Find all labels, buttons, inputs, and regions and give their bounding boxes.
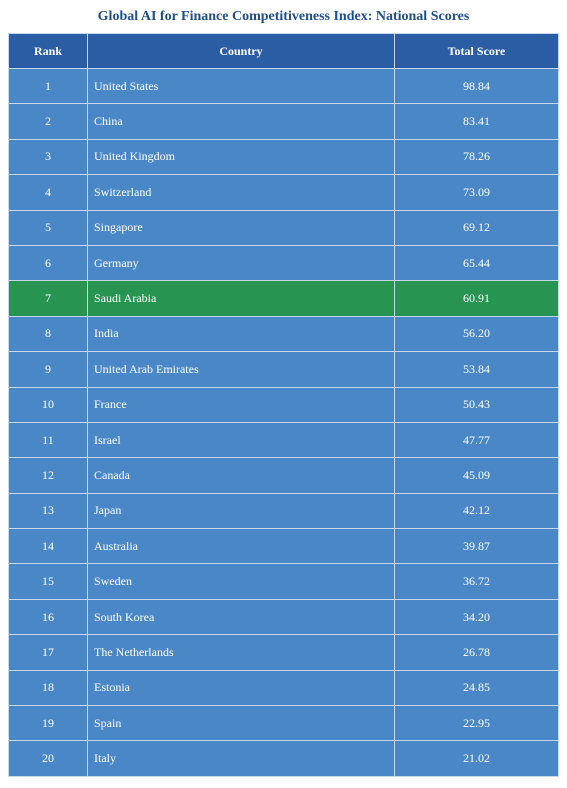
country-cell: Singapore (87, 209, 395, 246)
score-cell: 65.44 (394, 244, 559, 282)
score-cell: 60.91 (394, 280, 559, 317)
rank-cell: 3 (8, 138, 88, 176)
table-row: 1 United States 98.84 (8, 67, 559, 105)
country-cell: Germany (87, 244, 395, 282)
rank-cell: 11 (8, 421, 88, 459)
score-cell: 36.72 (394, 563, 559, 600)
country-cell: Canada (87, 457, 395, 494)
country-cell: Sweden (87, 563, 395, 600)
rank-cell: 20 (8, 740, 88, 777)
table-row: 17 The Netherlands 26.78 (8, 634, 559, 671)
score-cell: 22.95 (394, 705, 559, 742)
country-cell: Japan (87, 492, 395, 530)
rank-cell: 10 (8, 386, 88, 423)
score-cell: 39.87 (394, 528, 559, 565)
rank-cell: 8 (8, 315, 88, 353)
rank-cell: 12 (8, 457, 88, 494)
table-row: 14 Australia 39.87 (8, 528, 559, 565)
rank-cell: 15 (8, 563, 88, 600)
scores-table: Rank Country Total Score 1 United States 9… (8, 33, 559, 777)
table-row: 5 Singapore 69.12 (8, 209, 559, 246)
country-cell: Switzerland (87, 174, 395, 211)
score-cell: 47.77 (394, 421, 559, 459)
table-row: 4 Switzerland 73.09 (8, 174, 559, 211)
rank-cell: 14 (8, 528, 88, 565)
score-cell: 98.84 (394, 67, 559, 105)
country-cell: France (87, 386, 395, 423)
table-row: 20 Italy 21.02 (8, 740, 559, 777)
table-row: 12 Canada 45.09 (8, 457, 559, 494)
score-header: Total Score (394, 33, 559, 69)
table-row: 9 United Arab Emirates 53.84 (8, 351, 559, 388)
score-cell: 21.02 (394, 740, 559, 777)
table-row: 10 France 50.43 (8, 386, 559, 423)
country-cell: Israel (87, 421, 395, 459)
table-body: 1 United States 98.84 2 China 83.41 3 United Ki… (8, 67, 559, 777)
score-cell: 34.20 (394, 598, 559, 636)
country-cell: South Korea (87, 598, 395, 636)
country-cell: United Arab Emirates (87, 351, 395, 388)
table-row: 3 United Kingdom 78.26 (8, 138, 559, 176)
score-cell: 42.12 (394, 492, 559, 530)
rank-cell: 13 (8, 492, 88, 530)
rank-cell: 6 (8, 244, 88, 282)
score-cell: 24.85 (394, 669, 559, 707)
rank-cell: 2 (8, 103, 88, 140)
table-row: 11 Israel 47.77 (8, 421, 559, 459)
score-cell: 56.20 (394, 315, 559, 353)
country-cell: China (87, 103, 395, 140)
rank-cell: 5 (8, 209, 88, 246)
rank-cell: 7 (8, 280, 88, 317)
header-row: Rank Country Total Score (8, 33, 559, 69)
rank-cell: 1 (8, 67, 88, 105)
rank-header: Rank (8, 33, 88, 69)
country-cell: Italy (87, 740, 395, 777)
country-cell: Spain (87, 705, 395, 742)
rank-cell: 9 (8, 351, 88, 388)
rank-cell: 16 (8, 598, 88, 636)
country-cell: The Netherlands (87, 634, 395, 671)
country-cell: United States (87, 67, 395, 105)
table-row: 16 South Korea 34.20 (8, 598, 559, 636)
table-row: 6 Germany 65.44 (8, 244, 559, 282)
country-cell: Estonia (87, 669, 395, 707)
score-cell: 73.09 (394, 174, 559, 211)
rank-cell: 19 (8, 705, 88, 742)
table-row: 19 Spain 22.95 (8, 705, 559, 742)
table-title: Global AI for Finance Competitiveness In… (97, 9, 470, 24)
country-cell: United Kingdom (87, 138, 395, 176)
score-cell: 83.41 (394, 103, 559, 140)
score-cell: 69.12 (394, 209, 559, 246)
country-header: Country (87, 33, 395, 69)
table-row: 18 Estonia 24.85 (8, 669, 559, 707)
country-cell: India (87, 315, 395, 353)
score-cell: 53.84 (394, 351, 559, 388)
table-row: 7 Saudi Arabia 60.91 (8, 280, 559, 317)
table-row: 13 Japan 42.12 (8, 492, 559, 530)
rank-cell: 4 (8, 174, 88, 211)
country-cell: Australia (87, 528, 395, 565)
table-row: 15 Sweden 36.72 (8, 563, 559, 600)
score-cell: 78.26 (394, 138, 559, 176)
rank-cell: 17 (8, 634, 88, 671)
table-row: 2 China 83.41 (8, 103, 559, 140)
rank-cell: 18 (8, 669, 88, 707)
score-cell: 50.43 (394, 386, 559, 423)
table-row: 8 India 56.20 (8, 315, 559, 353)
score-cell: 45.09 (394, 457, 559, 494)
score-cell: 26.78 (394, 634, 559, 671)
country-cell: Saudi Arabia (87, 280, 395, 317)
